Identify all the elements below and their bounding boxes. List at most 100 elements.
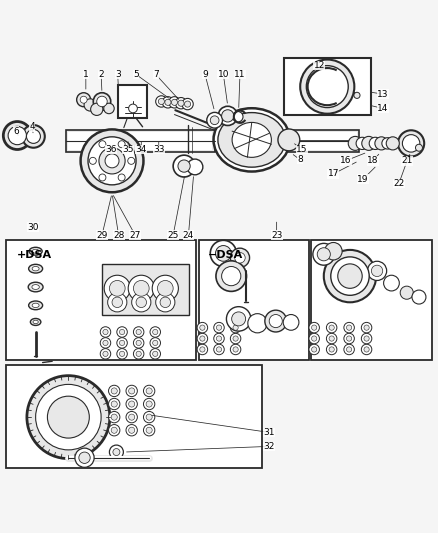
- Circle shape: [128, 275, 154, 302]
- Circle shape: [324, 250, 376, 302]
- Circle shape: [200, 325, 205, 330]
- Circle shape: [132, 293, 151, 312]
- Text: 5: 5: [133, 70, 139, 79]
- Circle shape: [146, 414, 152, 420]
- Circle shape: [382, 138, 393, 149]
- Ellipse shape: [28, 301, 42, 310]
- Circle shape: [109, 425, 120, 436]
- Text: −DSA: −DSA: [208, 250, 244, 260]
- Circle shape: [100, 349, 111, 359]
- Circle shape: [108, 293, 127, 312]
- Circle shape: [364, 347, 369, 352]
- Circle shape: [364, 336, 369, 341]
- Circle shape: [233, 347, 238, 352]
- Circle shape: [230, 344, 241, 354]
- Text: 14: 14: [377, 104, 389, 113]
- Ellipse shape: [218, 112, 286, 167]
- Ellipse shape: [30, 318, 41, 326]
- Circle shape: [88, 137, 136, 185]
- Circle shape: [89, 157, 96, 164]
- Ellipse shape: [214, 108, 290, 172]
- Ellipse shape: [29, 247, 42, 255]
- Circle shape: [109, 398, 120, 410]
- Text: 19: 19: [357, 175, 369, 184]
- Circle shape: [346, 347, 352, 352]
- Circle shape: [146, 401, 152, 407]
- Text: 15: 15: [296, 145, 308, 154]
- Circle shape: [162, 96, 173, 108]
- Circle shape: [329, 336, 334, 341]
- Circle shape: [361, 333, 372, 344]
- Circle shape: [371, 265, 383, 277]
- Circle shape: [97, 96, 107, 107]
- Circle shape: [416, 144, 423, 151]
- Circle shape: [136, 297, 147, 308]
- Text: 22: 22: [393, 179, 405, 188]
- Circle shape: [200, 347, 205, 352]
- Circle shape: [361, 344, 372, 354]
- Circle shape: [113, 449, 120, 456]
- Circle shape: [129, 104, 138, 113]
- Circle shape: [218, 106, 237, 125]
- Text: 33: 33: [153, 145, 165, 154]
- Circle shape: [109, 385, 120, 397]
- Circle shape: [155, 293, 175, 312]
- Ellipse shape: [28, 282, 43, 292]
- Circle shape: [384, 275, 399, 291]
- Circle shape: [152, 351, 158, 357]
- Text: 28: 28: [113, 231, 124, 239]
- Circle shape: [171, 99, 177, 106]
- Circle shape: [104, 103, 114, 114]
- Circle shape: [112, 297, 123, 308]
- Text: 32: 32: [264, 442, 275, 451]
- Circle shape: [232, 312, 246, 326]
- Circle shape: [120, 340, 125, 345]
- Circle shape: [75, 448, 94, 467]
- Circle shape: [146, 427, 152, 433]
- Circle shape: [47, 396, 89, 438]
- Circle shape: [210, 240, 237, 266]
- Circle shape: [128, 157, 135, 164]
- Circle shape: [134, 280, 149, 296]
- Text: 27: 27: [130, 231, 141, 239]
- Circle shape: [182, 99, 193, 110]
- Circle shape: [398, 130, 424, 157]
- Circle shape: [99, 174, 106, 181]
- Circle shape: [326, 344, 337, 354]
- Circle shape: [150, 338, 160, 348]
- Circle shape: [400, 286, 413, 299]
- Circle shape: [22, 125, 45, 148]
- Circle shape: [117, 338, 127, 348]
- Circle shape: [111, 414, 117, 420]
- Text: 6: 6: [13, 127, 19, 136]
- Circle shape: [354, 92, 360, 99]
- Circle shape: [118, 141, 125, 148]
- Circle shape: [248, 313, 267, 333]
- Text: 9: 9: [202, 70, 208, 79]
- Circle shape: [117, 327, 127, 337]
- Circle shape: [362, 136, 376, 150]
- Circle shape: [300, 60, 354, 114]
- Circle shape: [4, 122, 31, 149]
- Circle shape: [129, 401, 135, 407]
- Circle shape: [348, 136, 362, 150]
- Circle shape: [126, 425, 138, 436]
- Text: 16: 16: [340, 156, 351, 165]
- Text: 34: 34: [136, 145, 147, 154]
- Circle shape: [329, 347, 334, 352]
- Circle shape: [150, 349, 160, 359]
- Circle shape: [111, 427, 117, 433]
- Circle shape: [120, 351, 125, 357]
- Circle shape: [222, 266, 241, 286]
- Circle shape: [309, 322, 319, 333]
- Text: 10: 10: [218, 70, 229, 79]
- Circle shape: [91, 103, 103, 116]
- Text: 7: 7: [153, 70, 159, 79]
- Circle shape: [165, 99, 171, 106]
- Bar: [102, 264, 189, 314]
- Circle shape: [79, 452, 90, 463]
- Circle shape: [103, 351, 108, 357]
- Circle shape: [403, 135, 420, 152]
- Circle shape: [126, 398, 138, 410]
- Text: 25: 25: [167, 231, 179, 239]
